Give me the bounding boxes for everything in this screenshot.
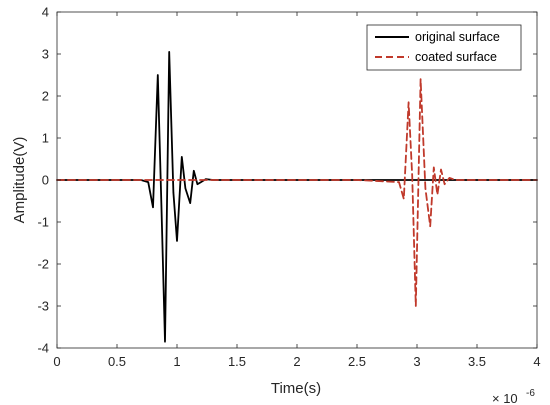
legend: original surface coated surface (367, 25, 521, 70)
legend-label-original-surface: original surface (415, 30, 500, 44)
y-tick-label: -4 (37, 341, 49, 356)
x-axis-label: Time(s) (271, 380, 321, 397)
y-tick-label: 3 (42, 47, 49, 62)
y-axis-label: Amplitude(V) (11, 137, 28, 224)
x-tick-label: 0.5 (108, 354, 126, 369)
y-tick-label: -2 (37, 257, 49, 272)
x-tick-label: 2.5 (348, 354, 366, 369)
x-tick-label: 0 (53, 354, 60, 369)
y-tick-label: -3 (37, 299, 49, 314)
x-tick-label: 3 (413, 354, 420, 369)
y-tick-label: -1 (37, 215, 49, 230)
y-tick-label: 4 (42, 5, 49, 20)
x-exponent-multiplier: × 10 (492, 391, 518, 405)
x-tick-label: 1 (173, 354, 180, 369)
x-tick-label: 3.5 (468, 354, 486, 369)
x-tick-label: 4 (533, 354, 540, 369)
y-tick-label: 0 (42, 173, 49, 188)
legend-label-coated-surface: coated surface (415, 50, 497, 64)
y-tick-label: 2 (42, 89, 49, 104)
x-exponent-power: -6 (526, 388, 535, 399)
x-tick-label: 2 (293, 354, 300, 369)
y-tick-label: 1 (42, 131, 49, 146)
x-tick-label: 1.5 (228, 354, 246, 369)
